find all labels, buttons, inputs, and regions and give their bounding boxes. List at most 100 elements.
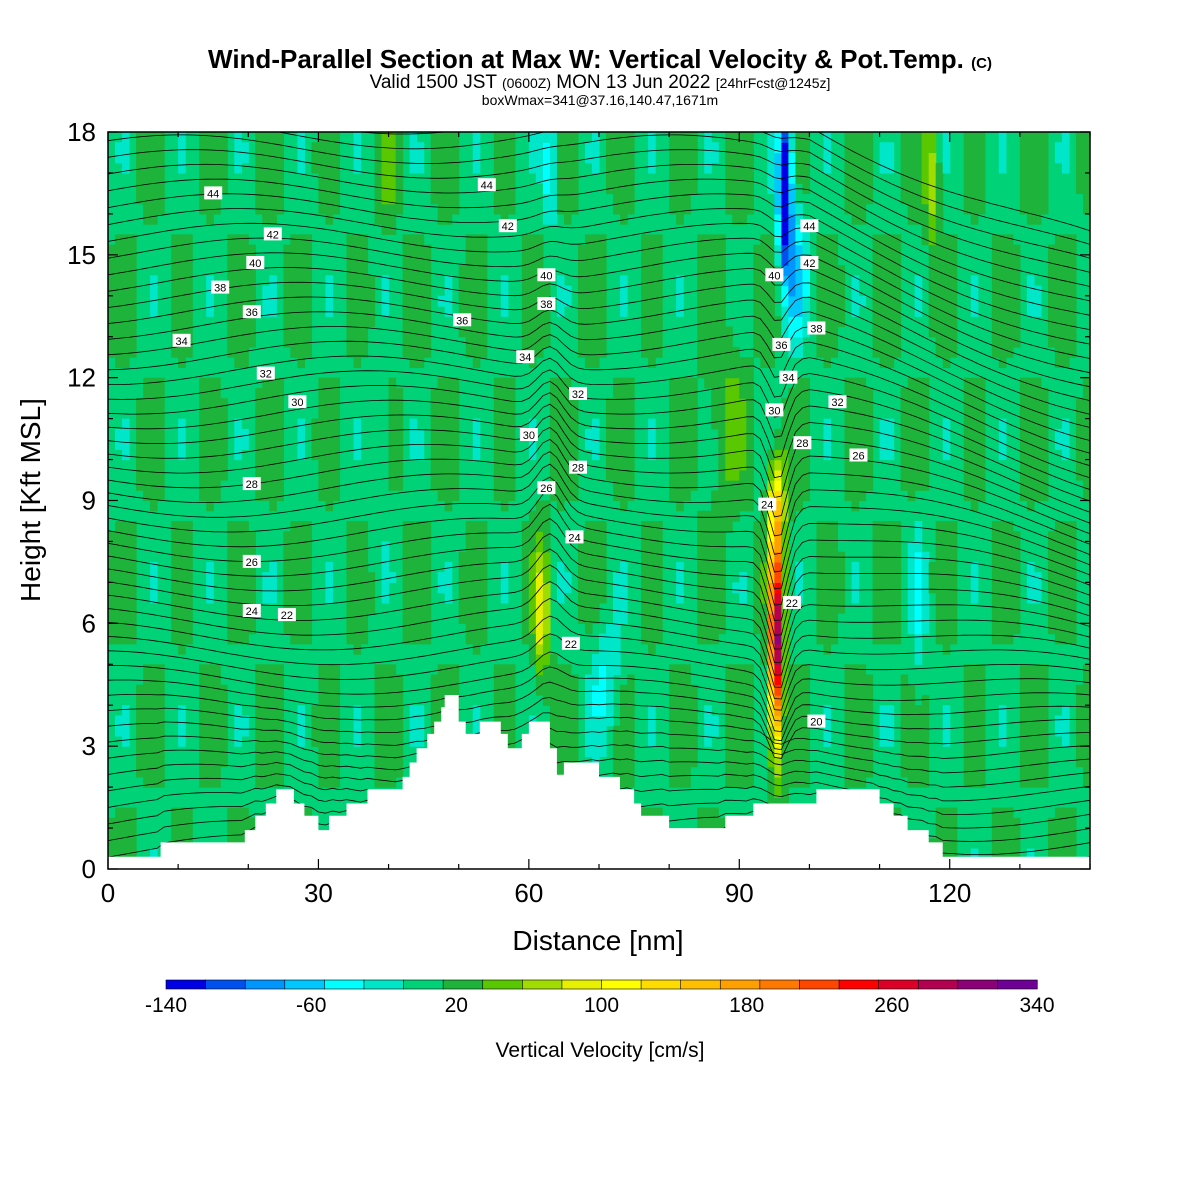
velocity-cell: [437, 377, 460, 389]
velocity-cell: [669, 428, 698, 440]
velocity-cell: [935, 172, 944, 184]
velocity-cell: [444, 561, 453, 573]
velocity-cell: [402, 602, 432, 614]
velocity-cell: [767, 613, 775, 624]
velocity-cell: [346, 541, 369, 553]
velocity-cell: [606, 183, 635, 195]
velocity-cell: [991, 541, 1021, 553]
velocity-cell: [963, 480, 986, 491]
velocity-cell: [963, 776, 986, 788]
velocity-cell: [556, 295, 572, 307]
velocity-cell: [669, 715, 698, 727]
velocity-cell: [774, 572, 782, 583]
velocity-cell: [802, 183, 811, 195]
velocity-cell: [535, 531, 544, 543]
velocity-cell: [402, 551, 432, 563]
velocity-cell: [556, 582, 572, 594]
velocity-cell: [318, 132, 341, 143]
velocity-cell: [290, 633, 313, 645]
velocity-cell: [963, 162, 986, 174]
velocity-cell: [395, 183, 404, 195]
colorbar-swatch: [403, 979, 444, 990]
colorbar-swatch: [244, 979, 286, 990]
velocity-cell: [381, 132, 397, 143]
velocity-cell: [199, 172, 228, 184]
velocity-cell: [935, 162, 944, 174]
velocity-cell: [844, 377, 867, 389]
theta-label: 34: [172, 333, 191, 348]
velocity-cell: [774, 244, 782, 256]
velocity-cell: [781, 234, 789, 246]
velocity-cell: [753, 592, 761, 604]
velocity-cell: [802, 275, 811, 287]
terrain-mask: [108, 695, 1090, 869]
colorbar-tick-label: 100: [584, 994, 619, 1017]
velocity-cell: [795, 275, 804, 287]
velocity-cell: [823, 162, 832, 174]
velocity-cell: [199, 715, 228, 727]
colorbar-swatch: [363, 979, 405, 990]
theta-label-text: 38: [810, 324, 822, 336]
velocity-cell: [556, 561, 565, 573]
velocity-cell: [409, 418, 418, 430]
velocity-cell: [669, 684, 698, 696]
velocity-cell: [725, 162, 754, 174]
velocity-cell: [900, 132, 923, 143]
velocity-cell: [136, 705, 165, 717]
velocity-cell: [844, 428, 874, 440]
velocity-cell: [346, 531, 369, 543]
velocity-cell: [963, 398, 986, 409]
velocity-cell: [493, 715, 516, 727]
velocity-cell: [823, 643, 832, 655]
velocity-cell: [991, 265, 1021, 276]
velocity-cell: [641, 326, 663, 338]
velocity-cell: [577, 613, 600, 624]
velocity-cell: [535, 572, 544, 583]
velocity-cell: [1061, 162, 1070, 174]
velocity-cell: [788, 387, 811, 399]
velocity-cell: [732, 213, 747, 225]
velocity-cell: [115, 234, 137, 246]
velocity-cell: [725, 418, 747, 430]
velocity-cell: [500, 561, 509, 573]
theta-contour: [108, 451, 1090, 556]
velocity-cell: [1019, 439, 1049, 450]
velocity-cell: [178, 428, 186, 440]
velocity-cell: [935, 213, 944, 225]
velocity-cell: [907, 541, 923, 553]
velocity-cell: [641, 244, 663, 256]
velocity-cell: [353, 643, 362, 655]
velocity-cell: [935, 203, 944, 215]
velocity-cell: [823, 152, 832, 164]
velocity-cell: [606, 152, 635, 164]
velocity-cell: [1019, 172, 1049, 184]
velocity-cell: [1026, 285, 1042, 297]
velocity-cell: [1026, 561, 1035, 573]
velocity-cell: [227, 275, 256, 287]
theta-label: 34: [516, 350, 535, 364]
velocity-cell: [430, 674, 460, 686]
velocity-cell: [844, 664, 867, 676]
colorbar-tick-label: 20: [445, 994, 468, 1017]
velocity-cell: [199, 480, 221, 491]
velocity-cell: [255, 746, 284, 758]
velocity-cell: [542, 582, 551, 594]
velocity-cell: [872, 520, 902, 532]
velocity-cell: [774, 776, 782, 788]
velocity-cell: [199, 439, 228, 450]
theta-label-box: [569, 460, 587, 474]
velocity-cell: [781, 766, 811, 778]
velocity-cell: [402, 275, 432, 287]
velocity-cell: [844, 674, 874, 686]
velocity-cell: [437, 203, 460, 215]
velocity-cell: [872, 244, 902, 256]
velocity-cell: [1019, 449, 1049, 461]
velocity-cell: [648, 449, 656, 461]
velocity-cell: [465, 234, 488, 246]
velocity-cell: [928, 561, 958, 573]
velocity-cell: [262, 213, 277, 225]
velocity-cell: [395, 193, 404, 205]
velocity-cell: [353, 449, 362, 461]
velocity-cell: [781, 746, 811, 758]
velocity-cell: [844, 183, 874, 195]
